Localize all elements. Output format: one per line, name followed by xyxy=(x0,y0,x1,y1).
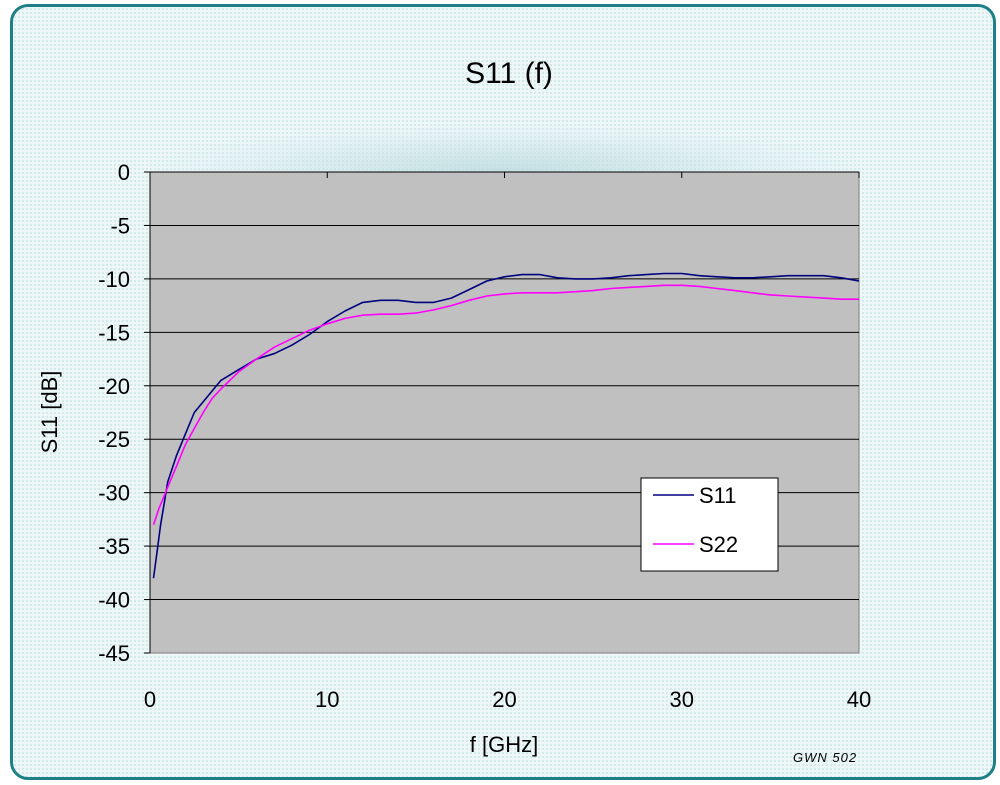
y-tick-label: -5 xyxy=(110,213,130,238)
y-tick-label: -40 xyxy=(98,588,130,613)
y-tick-label: -15 xyxy=(98,320,130,345)
series-line-s11 xyxy=(152,272,860,579)
y-axis-label: S11 [dB] xyxy=(37,371,62,454)
legend: S11 S22 xyxy=(640,477,779,572)
plot-area xyxy=(149,171,860,654)
chart-title: S11 (f) xyxy=(465,57,553,90)
legend-box xyxy=(640,477,779,572)
series-line-s22 xyxy=(152,284,859,525)
y-tick-label: -20 xyxy=(98,374,130,399)
y-tick-label: 0 xyxy=(118,160,130,185)
x-tick-label: 0 xyxy=(144,687,156,712)
signature-text: GWN 502 xyxy=(793,750,857,765)
x-tick-label: 20 xyxy=(492,687,516,712)
x-tick-label: 10 xyxy=(315,687,339,712)
x-tick-label: 30 xyxy=(670,687,694,712)
legend-s22-label: S22 xyxy=(699,532,738,557)
y-tick-label: -45 xyxy=(98,641,130,666)
y-tick-label: -35 xyxy=(98,534,130,559)
x-tick-label: 40 xyxy=(847,687,871,712)
y-tick-label: -10 xyxy=(98,267,130,292)
y-tick-label: -25 xyxy=(98,427,130,452)
x-axis-label: f [GHz] xyxy=(470,732,538,757)
legend-s11-label: S11 xyxy=(699,483,737,508)
y-tick-label: -30 xyxy=(98,481,130,506)
